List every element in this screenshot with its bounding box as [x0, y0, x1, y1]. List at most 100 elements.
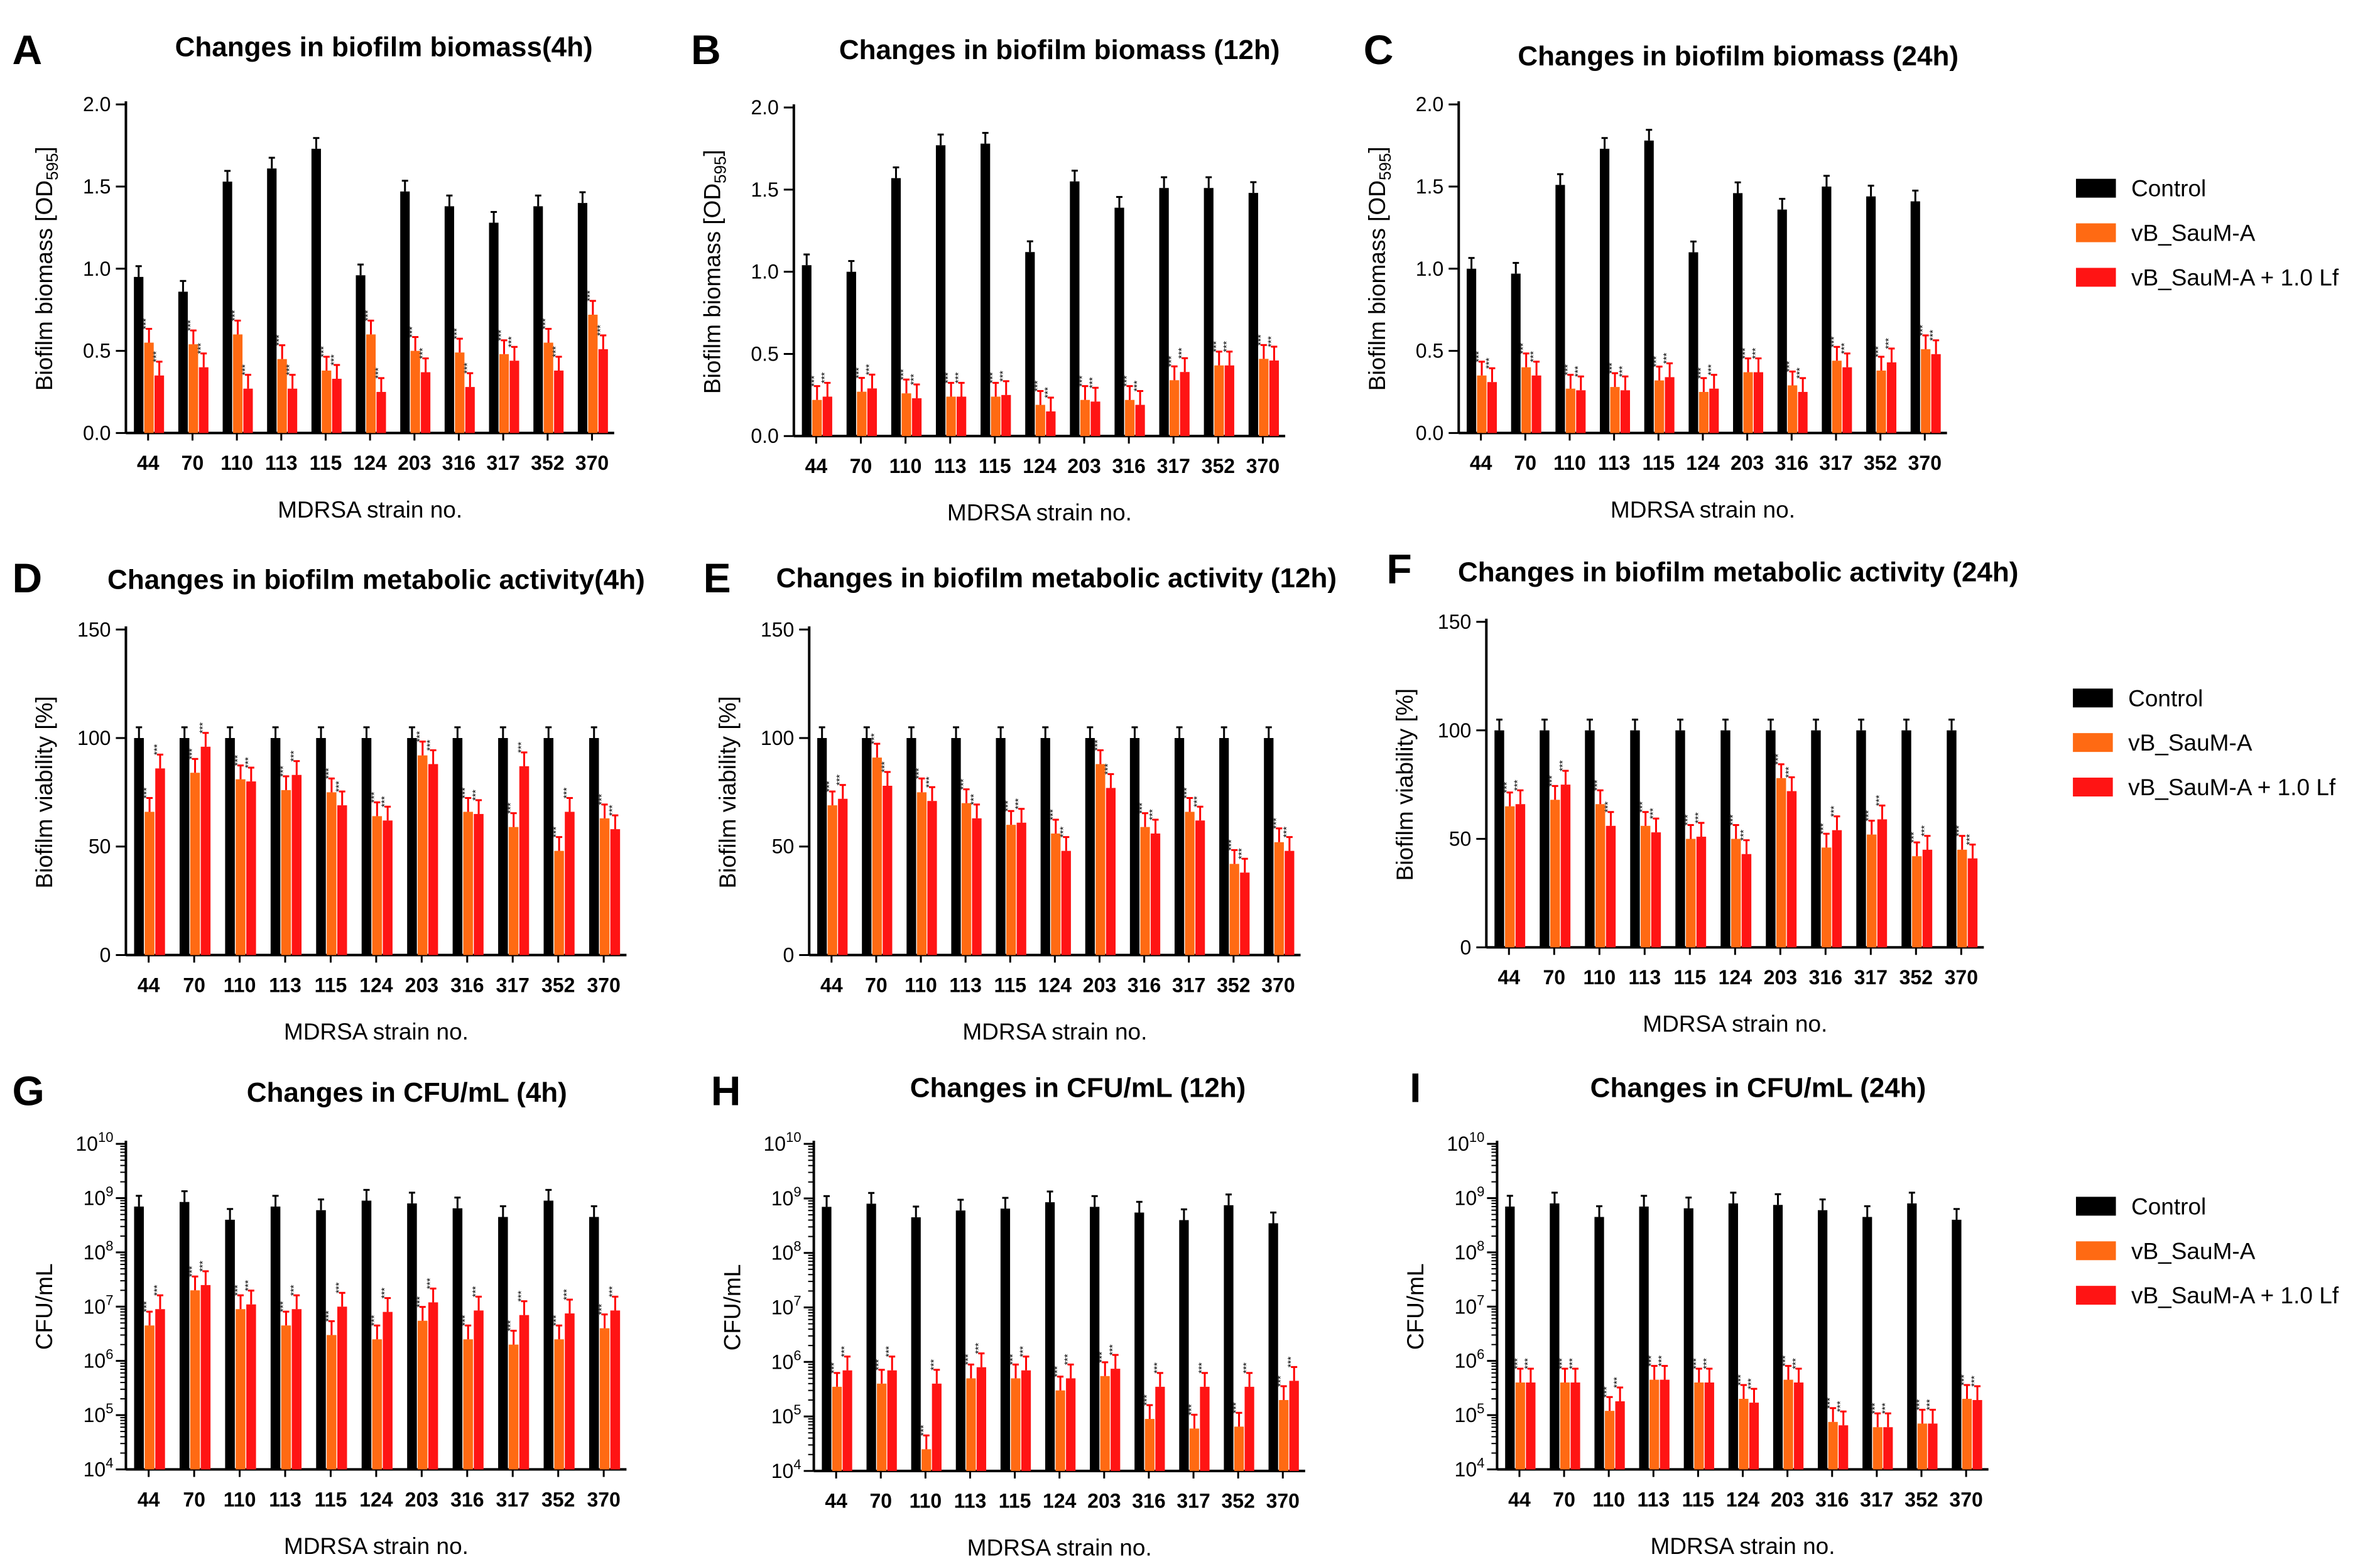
bar-phage — [1828, 1421, 1838, 1470]
y-axis-label: Biofilm viability [%] — [715, 696, 741, 888]
significance-marker: *** — [913, 768, 924, 779]
bar-control — [407, 737, 417, 955]
x-axis-label: MDRSA strain no. — [967, 1534, 1152, 1560]
x-axis-label: MDRSA strain no. — [284, 1019, 469, 1045]
significance-marker: *** — [197, 1261, 208, 1272]
x-tick-label: 124 — [1726, 1488, 1760, 1511]
significance-marker: *** — [1058, 827, 1068, 838]
significance-marker: *** — [1648, 808, 1658, 819]
bar-phage — [418, 755, 428, 955]
bar-phage-lf — [1200, 1386, 1210, 1471]
bar-phage-lf — [565, 1313, 575, 1470]
y-tick-label: 1.0 — [1416, 258, 1443, 280]
bar-phage — [1610, 387, 1620, 433]
bar-phage-lf — [1106, 788, 1116, 955]
chart-title: Changes in CFU/mL (12h) — [910, 1073, 1246, 1104]
bar-phage — [1550, 800, 1560, 948]
bar-control — [589, 737, 599, 955]
bar-phage — [1504, 806, 1515, 948]
x-tick-label: 115 — [999, 1490, 1031, 1512]
bar-control — [1585, 730, 1595, 948]
x-tick-label: 370 — [587, 974, 620, 996]
bar-control — [1630, 730, 1640, 948]
significance-marker: *** — [1092, 740, 1103, 751]
legend-phage-swatch — [2073, 733, 2113, 752]
significance-marker: *** — [607, 805, 617, 816]
chart-panel-h: H Changes in CFU/mL (12h) 104 105 106 107 108 1… — [711, 1068, 1305, 1560]
bar-phage-lf — [1111, 1369, 1121, 1471]
bar-phage — [1229, 864, 1239, 955]
significance-marker: *** — [1661, 353, 1672, 364]
x-tick-label: 70 — [182, 452, 204, 474]
y-tick-label: 50 — [1449, 828, 1472, 850]
bar-phage — [1783, 1379, 1793, 1470]
bar-control — [1733, 193, 1743, 433]
bar-phage-lf — [1883, 1427, 1893, 1470]
bar-phage-lf — [1150, 834, 1161, 955]
bar-phage-lf — [198, 367, 209, 433]
x-axis-label: MDRSA strain no. — [962, 1019, 1147, 1045]
bar-control — [1085, 737, 1095, 955]
x-tick-label: 70 — [1543, 966, 1565, 989]
bar-phage-lf — [1615, 1401, 1625, 1470]
y-axis-label: CFU/mL — [31, 1263, 57, 1350]
bar-control — [400, 191, 410, 433]
significance-marker: *** — [1052, 1366, 1063, 1377]
significance-marker: *** — [864, 364, 874, 375]
significance-marker: *** — [1706, 364, 1717, 376]
significance-marker: *** — [230, 310, 241, 321]
bar-phage-lf — [1016, 822, 1026, 955]
bar-phage — [554, 850, 564, 955]
y-tick-label: 150 — [761, 618, 794, 641]
legend-phage-label: vB_SauM-A — [2128, 730, 2252, 756]
bar-phage — [236, 1309, 246, 1470]
x-tick-label: 203 — [1764, 966, 1797, 989]
y-tick-label: 150 — [77, 618, 111, 641]
legend-phage-label: vB_SauM-A — [2131, 220, 2256, 246]
x-tick-label: 113 — [265, 452, 298, 474]
significance-marker: *** — [819, 372, 830, 384]
significance-marker: *** — [1914, 1399, 1925, 1410]
bar-control — [1952, 1219, 1962, 1470]
bar-control — [891, 178, 901, 437]
x-tick-label: 317 — [1854, 966, 1888, 989]
bar-phage — [1604, 1411, 1615, 1470]
bar-phage-lf — [465, 387, 475, 433]
bar-phage-lf — [1928, 1423, 1938, 1470]
significance-marker: *** — [516, 742, 527, 753]
bar-phage-lf — [243, 388, 253, 433]
bar-control — [1550, 1203, 1560, 1470]
bar-phage — [281, 1325, 291, 1470]
significance-marker: *** — [197, 722, 208, 734]
bar-control — [1040, 737, 1050, 955]
bar-phage-lf — [1972, 1399, 1982, 1470]
chart-title: Changes in biofilm biomass (12h) — [839, 35, 1280, 65]
significance-marker: *** — [152, 1284, 163, 1296]
significance-marker: *** — [187, 748, 198, 759]
x-tick-label: 317 — [1860, 1488, 1893, 1511]
x-tick-label: 115 — [979, 455, 1011, 477]
y-tick-label: 50 — [772, 835, 795, 858]
bar-phage-lf — [1240, 872, 1250, 955]
significance-marker: *** — [1512, 779, 1523, 791]
bar-control — [222, 182, 232, 433]
significance-marker: *** — [1008, 1354, 1018, 1365]
bar-phage-lf — [1620, 390, 1631, 433]
bar-phage-lf — [887, 1370, 897, 1471]
bar-phage — [1641, 825, 1651, 948]
significance-marker: *** — [562, 788, 572, 799]
bar-phage — [1051, 834, 1061, 955]
bar-phage-lf — [509, 361, 519, 433]
bar-phage — [410, 350, 420, 433]
significance-marker: *** — [152, 744, 163, 755]
bar-phage — [1214, 365, 1224, 437]
x-tick-label: 124 — [359, 1488, 393, 1511]
y-tick-label: 50 — [89, 835, 111, 858]
bar-phage-lf — [972, 818, 982, 955]
significance-marker: *** — [1592, 779, 1603, 791]
x-tick-label: 370 — [1266, 1490, 1300, 1512]
x-tick-label: 44 — [805, 455, 828, 477]
significance-marker: *** — [1148, 809, 1158, 820]
significance-marker: *** — [1003, 800, 1014, 812]
significance-marker: *** — [1646, 1355, 1657, 1367]
